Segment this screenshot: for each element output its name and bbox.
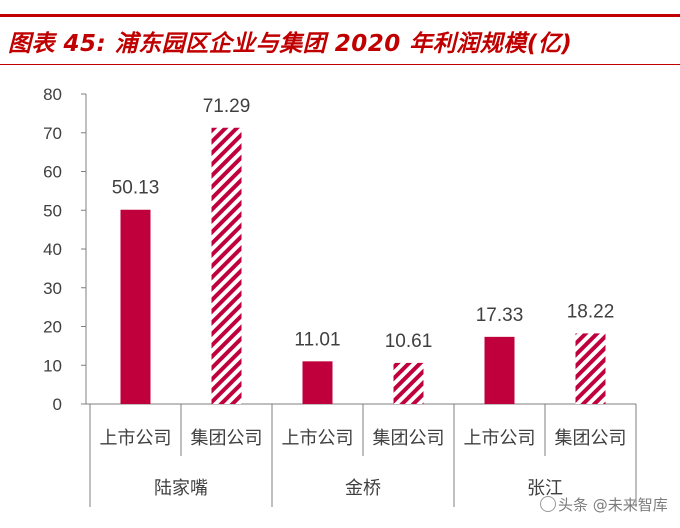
y-tick-label: 70 [43,124,62,143]
top-accent-rule [0,14,680,17]
chart-title: 图表 45: 浦东园区企业与集团 2020 年利润规模(亿) [8,31,573,57]
bar-value-label: 50.13 [112,178,160,199]
bar-listed-company [484,336,515,404]
y-tick-label: 80 [43,85,62,104]
watermark: 头条 @未来智库 [540,494,668,515]
bar-listed-company [120,209,151,404]
y-tick-label: 20 [43,318,62,337]
y-tick-label: 60 [43,163,62,182]
watermark-icon [540,496,556,512]
x-group-label: 金桥 [345,478,381,498]
title-divider [0,64,680,65]
watermark-text: 头条 @未来智库 [558,496,668,514]
x-group-label: 张江 [527,478,563,498]
bar-group-company [575,333,606,404]
bar-value-label: 71.29 [203,96,251,117]
x-category-label: 集团公司 [191,428,263,448]
y-tick-label: 40 [43,240,62,259]
bar-listed-company [302,361,333,404]
x-category-label: 上市公司 [282,428,354,448]
bar-value-label: 11.01 [294,329,340,350]
y-tick-label: 10 [43,356,62,375]
x-category-label: 上市公司 [100,428,172,448]
y-tick-label: 0 [53,395,62,414]
y-tick-label: 50 [43,201,62,220]
bar-group-company [393,362,424,404]
bar-group-company [211,127,242,404]
x-group-label: 陆家嘴 [154,478,208,498]
x-category-label: 集团公司 [555,428,627,448]
bar-value-label: 17.33 [476,305,524,326]
bar-value-label: 10.61 [385,331,433,352]
x-category-label: 集团公司 [373,428,445,448]
y-tick-label: 30 [43,279,62,298]
x-category-label: 上市公司 [464,428,536,448]
bar-value-label: 18.22 [567,301,615,322]
